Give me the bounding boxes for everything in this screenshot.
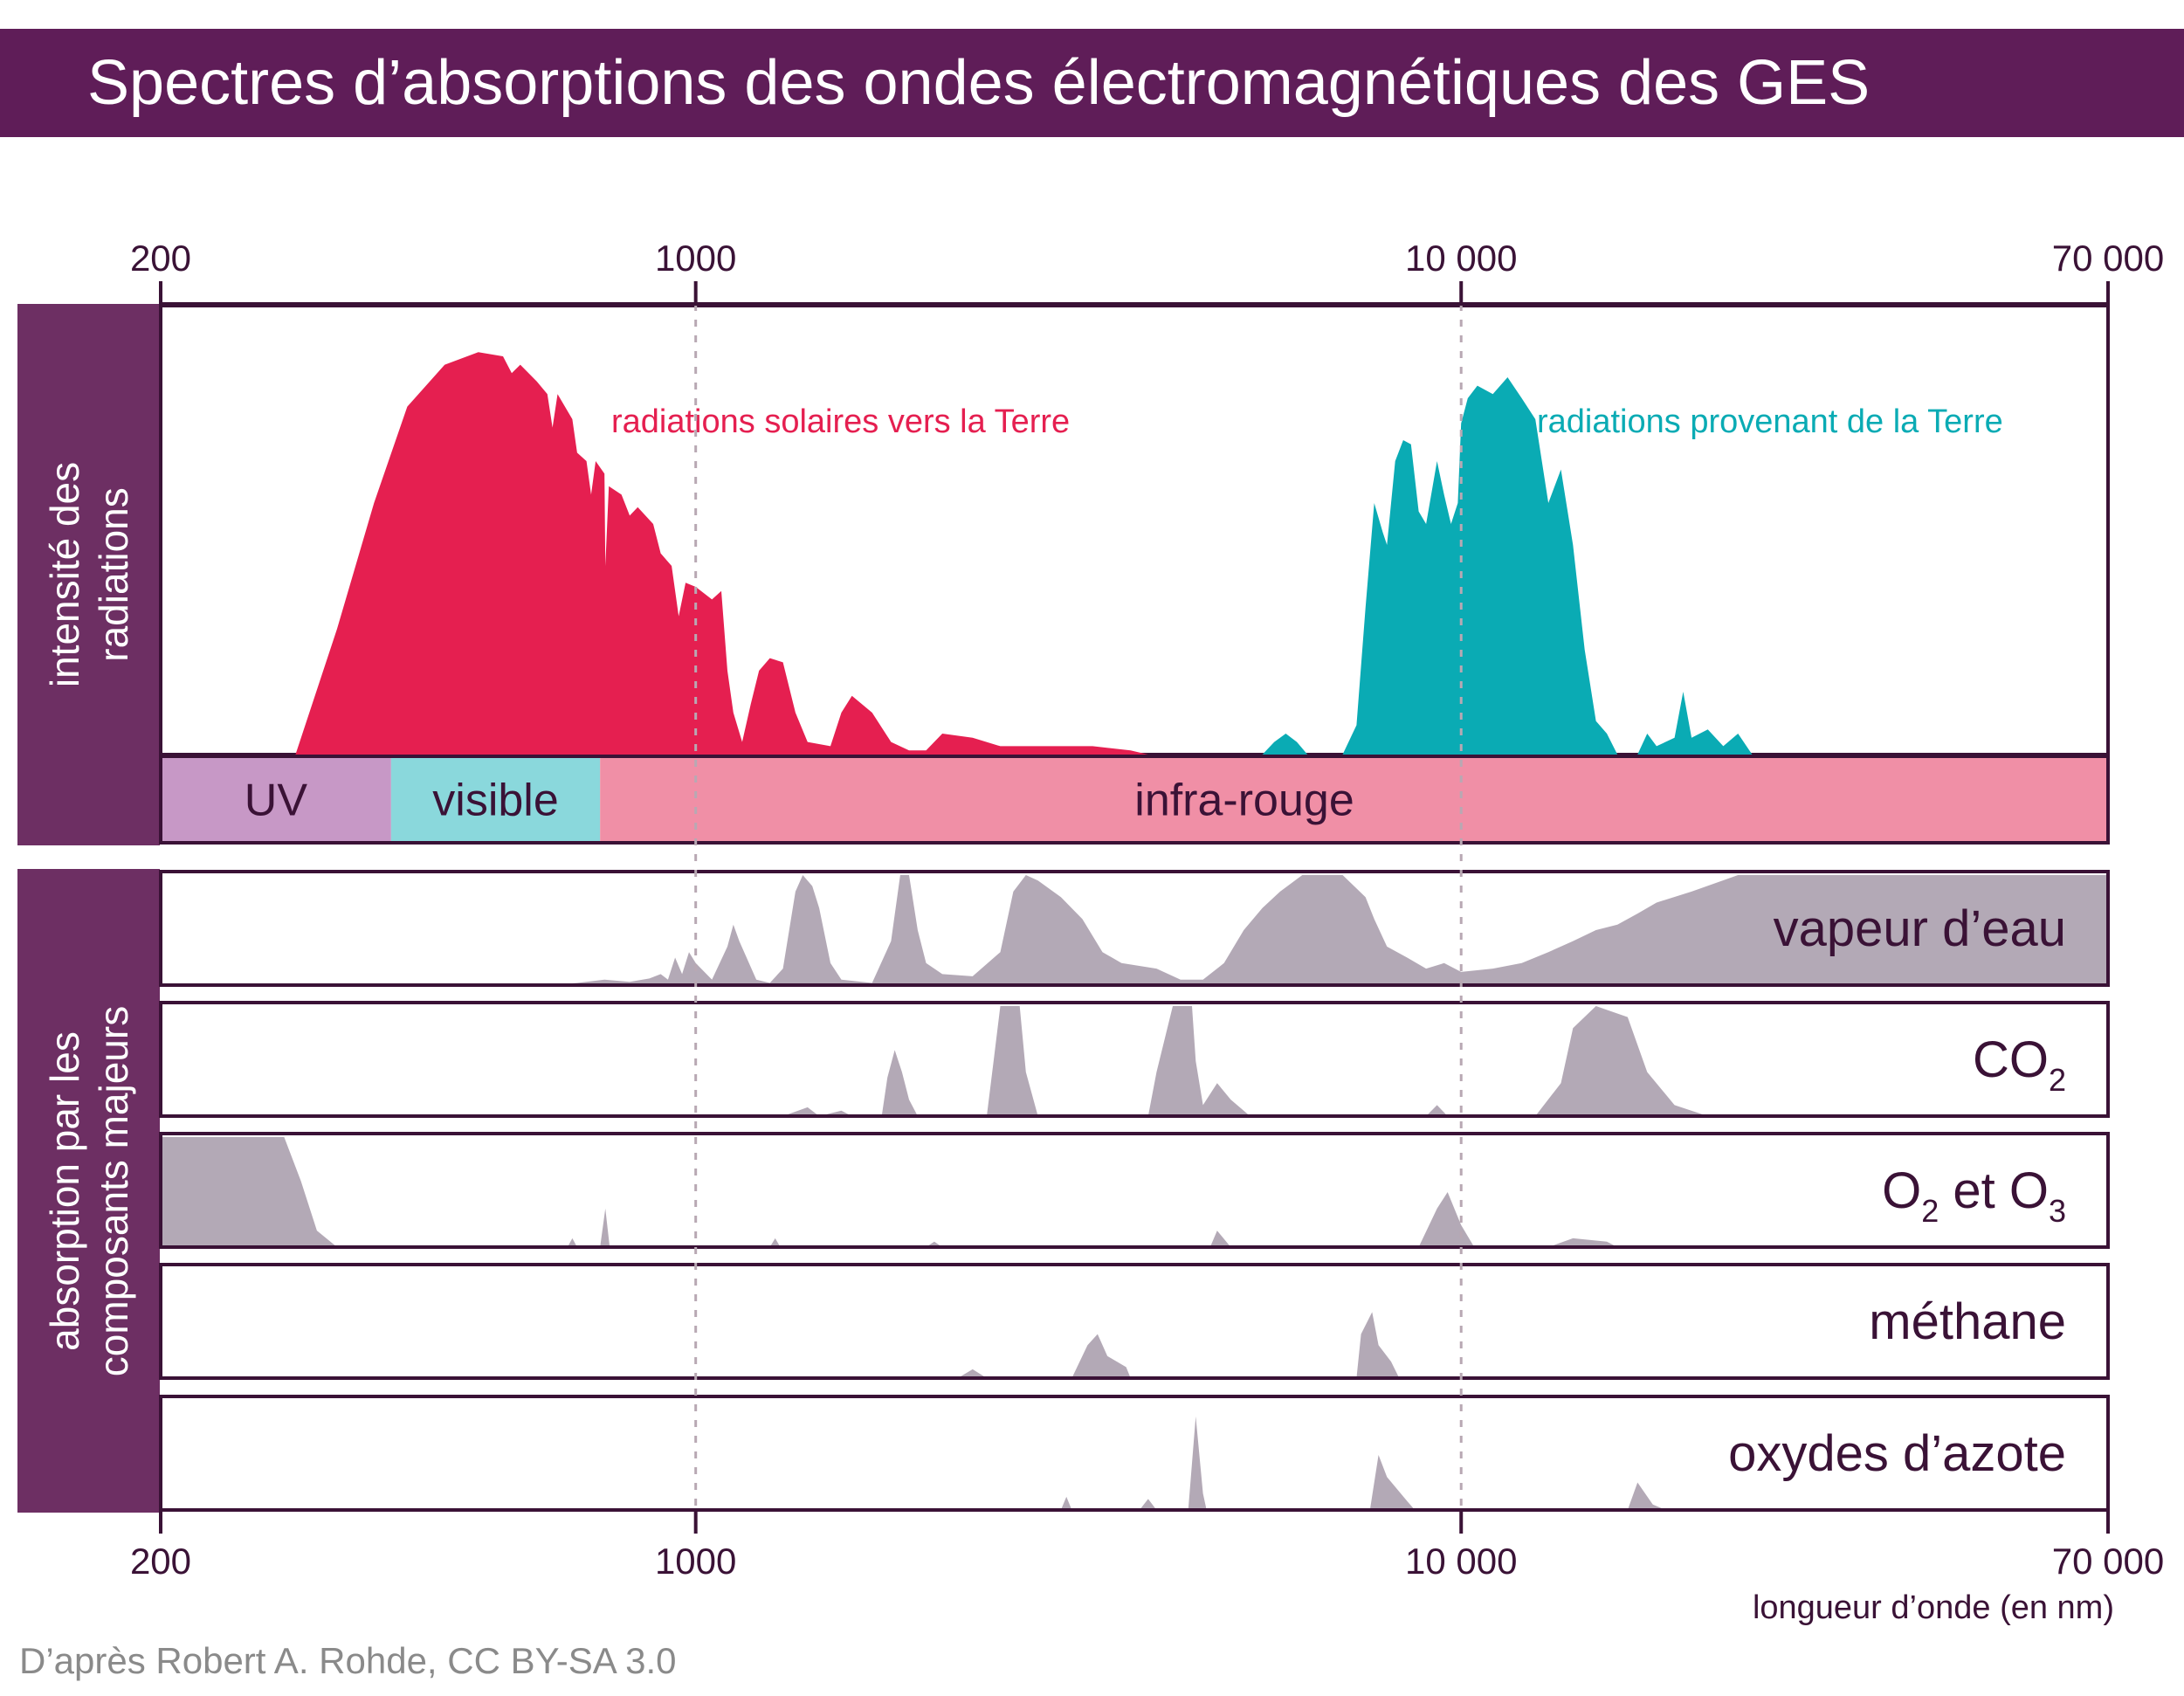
absorption-area-co2 [782, 1006, 1708, 1116]
panel-frame-oxygen-ozone [159, 1132, 2110, 1249]
absorption-ylabel: absorption par lescomposants majeurs [42, 1006, 136, 1376]
source-credit: D’après Robert A. Rohde, CC BY-SA 3.0 [19, 1640, 677, 1681]
bottom-tick-label-10000: 10 000 [1405, 1541, 1517, 1582]
top-tick-label-70000: 70 000 [2052, 238, 2164, 279]
absorption-side-panel [17, 869, 160, 1513]
band-label-infrared: infra-rouge [1134, 776, 1354, 826]
top-tick-label-1000: 1000 [655, 238, 736, 279]
x-axis-ticks: 200 200 1000 1000 10 000 10 000 70 000 70 000 [130, 238, 2164, 1582]
absorption-plot: vapeur d’eau CO2 O2 et O3 méthane oxydes d’a… [159, 870, 2110, 1512]
bottom-tick-label-1000: 1000 [655, 1541, 736, 1582]
panel-frame-co2 [159, 1001, 2110, 1118]
absorption-area-oxygen-ozone [161, 1137, 1618, 1247]
bottom-tick-label-200: 200 [130, 1541, 191, 1582]
emission-ylabel: intensité desradiations [42, 462, 136, 687]
panel-label-water-vapour: vapeur d’eau [1774, 900, 2066, 957]
emission-plot: radiations solaires vers la Terre radiati… [159, 304, 2110, 756]
gridlines [694, 304, 1463, 1513]
panel-bg-methane [161, 1265, 2108, 1378]
panel-label-methane: méthane [1869, 1293, 2066, 1350]
panel-bg-co2 [161, 1003, 2108, 1116]
panel-label-oxygen-ozone: O2 et O3 [1882, 1162, 2066, 1229]
band-visible [390, 756, 601, 843]
title-bar: Spectres d’absorptions des ondes électro… [0, 29, 2184, 137]
chart-title: Spectres d’absorptions des ondes électro… [87, 48, 1871, 118]
band-frame [159, 755, 2110, 845]
solar-annotation: radiations solaires vers la Terre [611, 403, 1070, 440]
band-uv [161, 756, 391, 843]
earth-radiation-area [1262, 377, 1753, 755]
panel-frame-nitrous-oxides [159, 1395, 2110, 1512]
panel-bg-nitrous-oxides [161, 1396, 2108, 1510]
wavelength-bands: UV visible infra-rouge [159, 755, 2110, 845]
band-label-visible: visible [432, 776, 559, 826]
bottom-tick-label-70000: 70 000 [2052, 1541, 2164, 1582]
band-label-uv: UV [245, 776, 308, 826]
solar-radiation-area [295, 352, 1148, 755]
band-infrared [600, 756, 2108, 843]
panel-label-nitrous-oxides: oxydes d’azote [1728, 1425, 2066, 1482]
earth-annotation: radiations provenant de la Terre [1537, 403, 2003, 440]
panel-frame-water-vapour [159, 870, 2110, 987]
x-axis-label: longueur d’onde (en nm) [1752, 1589, 2114, 1626]
panel-frame-methane [159, 1263, 2110, 1380]
absorption-area-water-vapour [552, 875, 2109, 985]
top-tick-label-200: 200 [130, 238, 191, 279]
panel-label-co2: CO2 [1973, 1031, 2066, 1098]
emission-side-panel [17, 304, 160, 845]
top-tick-label-10000: 10 000 [1405, 238, 1517, 279]
panel-bg-oxygen-ozone [161, 1134, 2108, 1247]
